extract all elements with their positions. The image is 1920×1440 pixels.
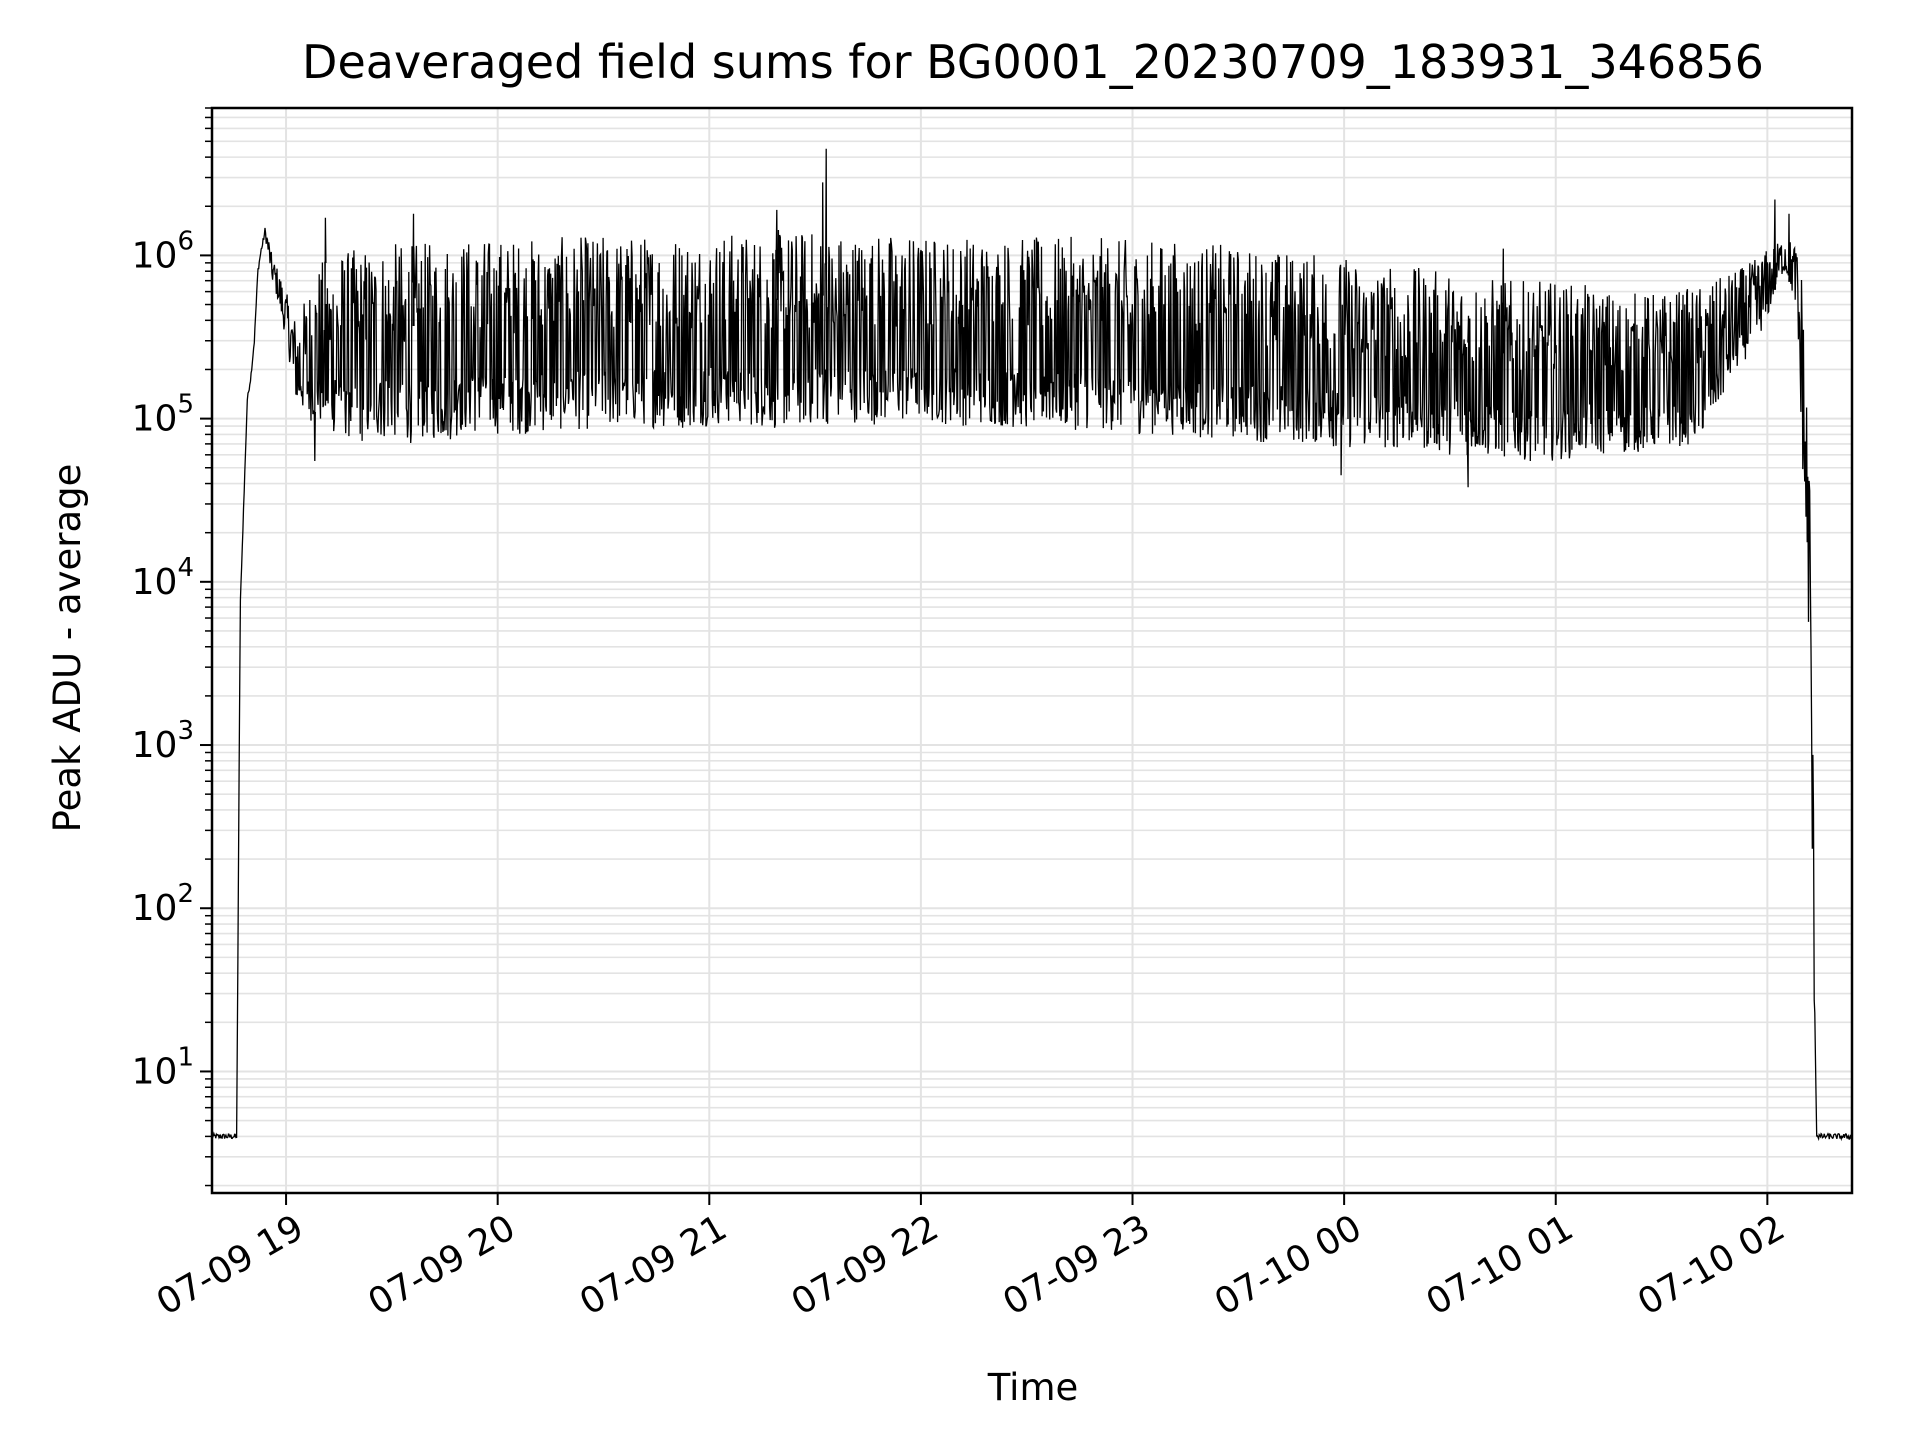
tick-marks — [200, 107, 1769, 1205]
y-axis-label: Peak ADU - average — [46, 464, 89, 833]
chart-title: Deaveraged field sums for BG0001_2023070… — [302, 35, 1764, 89]
plot-frame — [210, 106, 1854, 1195]
y-tick-label: 101 — [132, 1042, 194, 1092]
x-axis-label: Time — [987, 1366, 1079, 1409]
plot-data — [212, 148, 1852, 1142]
y-tick-label: 103 — [132, 716, 194, 766]
y-tick-label: 104 — [132, 553, 194, 603]
axes — [210, 106, 1854, 1195]
y-tick-label: 106 — [132, 226, 194, 276]
y-tick-label: 105 — [132, 390, 194, 440]
data-series-line — [212, 148, 1852, 1142]
y-tick-label: 102 — [132, 879, 194, 929]
